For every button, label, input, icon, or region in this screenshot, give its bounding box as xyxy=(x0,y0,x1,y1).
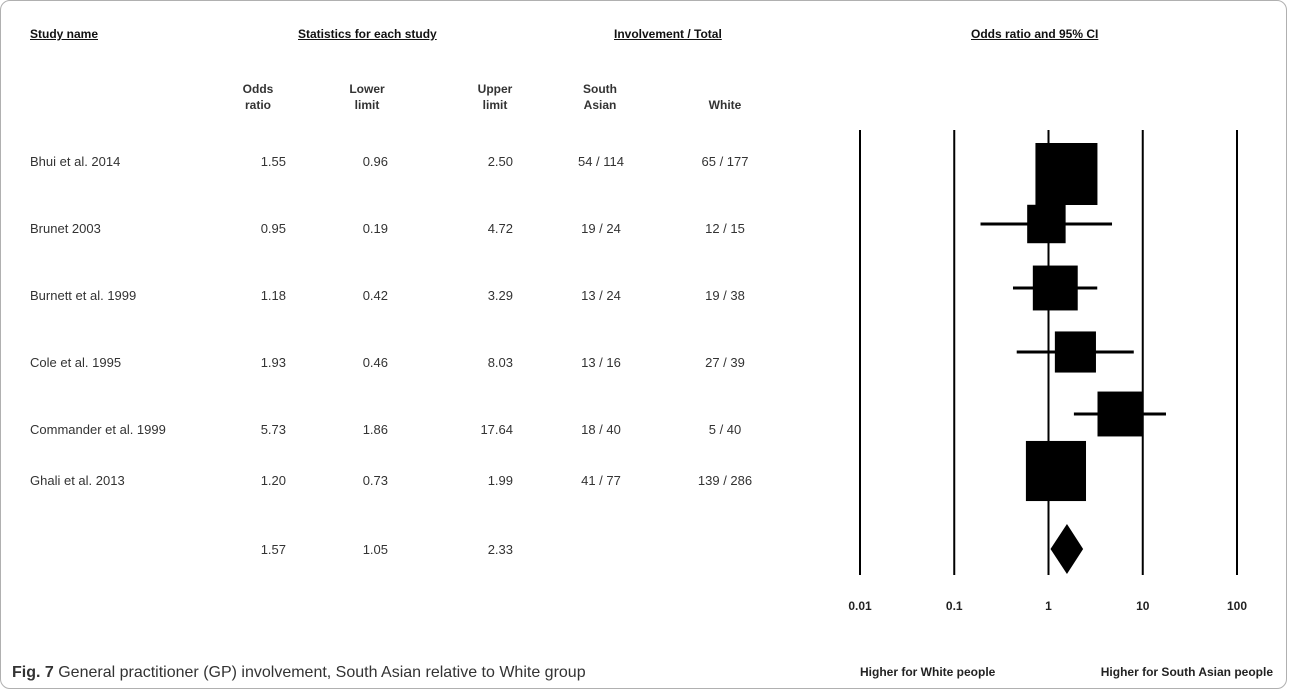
study-marker xyxy=(1054,331,1096,373)
figure-caption: Fig. 7 General practitioner (GP) involve… xyxy=(12,664,586,682)
subheader-odds-ratio: Odds ratio xyxy=(242,82,274,112)
x-tick-label: 0.1 xyxy=(946,599,963,613)
white-count: 19 / 38 xyxy=(705,288,745,303)
south-asian-count: 19 / 24 xyxy=(581,221,621,236)
header-study-name: Study name xyxy=(30,27,99,41)
lower-limit: 0.73 xyxy=(362,473,388,488)
lower-limit: 0.96 xyxy=(362,154,388,169)
study-marker xyxy=(1097,391,1143,437)
white-count: 139 / 286 xyxy=(697,473,753,488)
south-asian-count: 18 / 40 xyxy=(581,422,621,437)
study-name: Bhui et al. 2014 xyxy=(30,154,121,169)
odds-ratio: 1.18 xyxy=(260,288,286,303)
study-name: Commander et al. 1999 xyxy=(30,422,166,437)
header-involvement: Involvement / Total xyxy=(614,27,722,41)
upper-limit: 2.50 xyxy=(487,154,513,169)
study-marker xyxy=(1025,440,1087,502)
white-count: 12 / 15 xyxy=(705,221,745,236)
south-asian-count: 54 / 114 xyxy=(577,154,625,169)
pooled-lower: 1.05 xyxy=(362,542,388,557)
odds-ratio: 5.73 xyxy=(260,422,286,437)
odds-ratio: 1.20 xyxy=(260,473,286,488)
odds-ratio: 1.55 xyxy=(260,154,286,169)
pooled-upper: 2.33 xyxy=(487,542,513,557)
header-odds-ratio-ci: Odds ratio and 95% CI xyxy=(971,27,1099,41)
upper-limit: 3.29 xyxy=(487,288,513,303)
header-statistics: Statistics for each study xyxy=(298,27,437,41)
lower-limit: 0.42 xyxy=(362,288,388,303)
subheader-upper-limit: Upper limit xyxy=(477,82,513,112)
x-tick-label: 1 xyxy=(1045,599,1052,613)
south-asian-count: 41 / 77 xyxy=(581,473,621,488)
white-count: 27 / 39 xyxy=(705,355,745,370)
upper-limit: 17.64 xyxy=(480,422,513,437)
study-name: Brunet 2003 xyxy=(30,221,101,236)
study-marker xyxy=(1035,143,1098,205)
subheader-lower-limit: Lower limit xyxy=(349,82,385,112)
study-marker xyxy=(1027,204,1066,244)
study-name: Cole et al. 1995 xyxy=(30,355,122,370)
lower-limit: 1.86 xyxy=(362,422,388,437)
study-marker xyxy=(1032,265,1078,311)
south-asian-count: 13 / 16 xyxy=(581,355,621,370)
lower-limit: 0.46 xyxy=(362,355,388,370)
south-asian-count: 13 / 24 xyxy=(581,288,621,303)
study-name: Burnett et al. 1999 xyxy=(30,288,137,303)
odds-ratio: 1.93 xyxy=(260,355,286,370)
upper-limit: 8.03 xyxy=(487,355,513,370)
pooled-or: 1.57 xyxy=(260,542,286,557)
lower-limit: 0.19 xyxy=(362,221,388,236)
x-tick-label: 100 xyxy=(1227,599,1247,613)
left-direction-label: Higher for White people xyxy=(860,665,996,679)
right-direction-label: Higher for South Asian people xyxy=(1101,665,1274,679)
odds-ratio: 0.95 xyxy=(260,221,286,236)
x-tick-label: 0.01 xyxy=(848,599,872,613)
upper-limit: 4.72 xyxy=(487,221,513,236)
upper-limit: 1.99 xyxy=(487,473,513,488)
pooled-diamond xyxy=(1050,524,1084,574)
figure-caption-text: General practitioner (GP) involvement, S… xyxy=(53,664,586,681)
white-count: 5 / 40 xyxy=(708,422,742,437)
subheader-white: White xyxy=(708,98,742,112)
figure-label: Fig. 7 xyxy=(12,664,54,681)
white-count: 65 / 177 xyxy=(701,154,749,169)
subheader-south-asian: South Asian xyxy=(583,82,617,112)
study-name: Ghali et al. 2013 xyxy=(30,473,125,488)
x-tick-label: 10 xyxy=(1136,599,1150,613)
